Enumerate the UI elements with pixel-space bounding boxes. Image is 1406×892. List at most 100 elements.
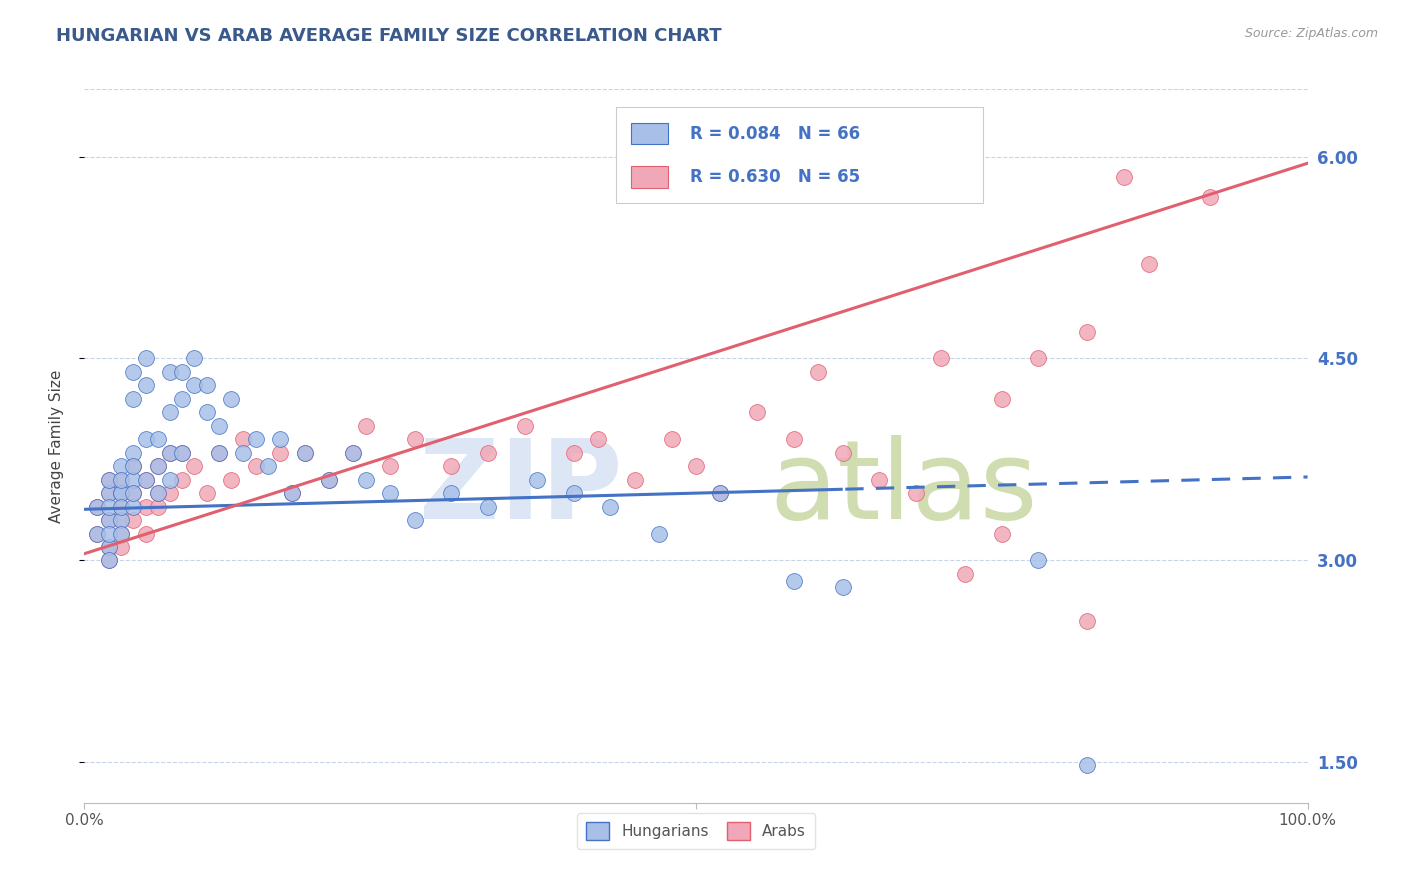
Text: R = 0.084   N = 66: R = 0.084 N = 66 <box>690 125 860 143</box>
Point <box>122 365 145 379</box>
Point <box>159 405 181 419</box>
Point <box>146 500 169 514</box>
Point <box>624 473 647 487</box>
Point <box>991 392 1014 406</box>
Point <box>477 500 499 514</box>
Point <box>86 500 108 514</box>
Text: Source: ZipAtlas.com: Source: ZipAtlas.com <box>1244 27 1378 40</box>
Point <box>110 473 132 487</box>
Point <box>195 405 218 419</box>
Point <box>97 473 120 487</box>
Point <box>905 486 928 500</box>
Point <box>404 432 426 446</box>
Legend: Hungarians, Arabs: Hungarians, Arabs <box>576 813 815 848</box>
Point <box>709 486 731 500</box>
Point <box>146 432 169 446</box>
Point <box>354 473 377 487</box>
Point <box>110 459 132 474</box>
Point <box>562 446 585 460</box>
Point <box>477 446 499 460</box>
Point <box>1076 325 1098 339</box>
Point <box>586 432 609 446</box>
Point <box>685 459 707 474</box>
Point <box>219 473 242 487</box>
Point <box>97 553 120 567</box>
Point <box>122 473 145 487</box>
Point <box>354 418 377 433</box>
Point <box>245 459 267 474</box>
Point <box>146 459 169 474</box>
Point <box>97 513 120 527</box>
Point <box>342 446 364 460</box>
Point <box>831 446 853 460</box>
Point <box>135 500 157 514</box>
Text: HUNGARIAN VS ARAB AVERAGE FAMILY SIZE CORRELATION CHART: HUNGARIAN VS ARAB AVERAGE FAMILY SIZE CO… <box>56 27 721 45</box>
Point <box>991 526 1014 541</box>
Point <box>97 486 120 500</box>
Point <box>135 432 157 446</box>
Point <box>183 378 205 392</box>
Point <box>195 378 218 392</box>
Point <box>110 486 132 500</box>
Point <box>1137 257 1160 271</box>
Point <box>1028 553 1050 567</box>
Point <box>440 486 463 500</box>
Point <box>110 513 132 527</box>
FancyBboxPatch shape <box>616 107 983 203</box>
Point <box>110 473 132 487</box>
Point <box>122 500 145 514</box>
Point <box>135 351 157 366</box>
Point <box>172 473 194 487</box>
Text: R = 0.630   N = 65: R = 0.630 N = 65 <box>690 168 860 186</box>
Point <box>135 526 157 541</box>
Point <box>97 540 120 554</box>
Point <box>159 365 181 379</box>
Point <box>183 459 205 474</box>
Point <box>97 473 120 487</box>
Point <box>122 513 145 527</box>
Point <box>219 392 242 406</box>
Point <box>195 486 218 500</box>
Point <box>110 526 132 541</box>
Point <box>294 446 316 460</box>
Point <box>122 459 145 474</box>
Point <box>208 418 231 433</box>
Point <box>135 473 157 487</box>
Point <box>526 473 548 487</box>
Point <box>122 446 145 460</box>
Point <box>245 432 267 446</box>
Point <box>110 486 132 500</box>
Point <box>86 500 108 514</box>
FancyBboxPatch shape <box>631 123 668 145</box>
Point <box>661 432 683 446</box>
Point <box>122 459 145 474</box>
Point <box>783 574 806 588</box>
Point <box>599 500 621 514</box>
Point <box>404 513 426 527</box>
Point <box>97 500 120 514</box>
Point <box>110 513 132 527</box>
Point <box>929 351 952 366</box>
Point <box>122 486 145 500</box>
Point <box>281 486 304 500</box>
Point <box>294 446 316 460</box>
Point <box>110 500 132 514</box>
Point <box>1076 614 1098 628</box>
Point <box>232 432 254 446</box>
Point <box>342 446 364 460</box>
Point <box>269 432 291 446</box>
Point <box>208 446 231 460</box>
Point <box>1114 169 1136 184</box>
Point <box>97 526 120 541</box>
Point <box>122 392 145 406</box>
Point <box>146 486 169 500</box>
Point <box>232 446 254 460</box>
Point <box>831 580 853 594</box>
Point <box>97 540 120 554</box>
Point <box>783 432 806 446</box>
Point <box>135 473 157 487</box>
Point <box>86 526 108 541</box>
Point <box>318 473 340 487</box>
Point <box>380 459 402 474</box>
Point <box>146 486 169 500</box>
